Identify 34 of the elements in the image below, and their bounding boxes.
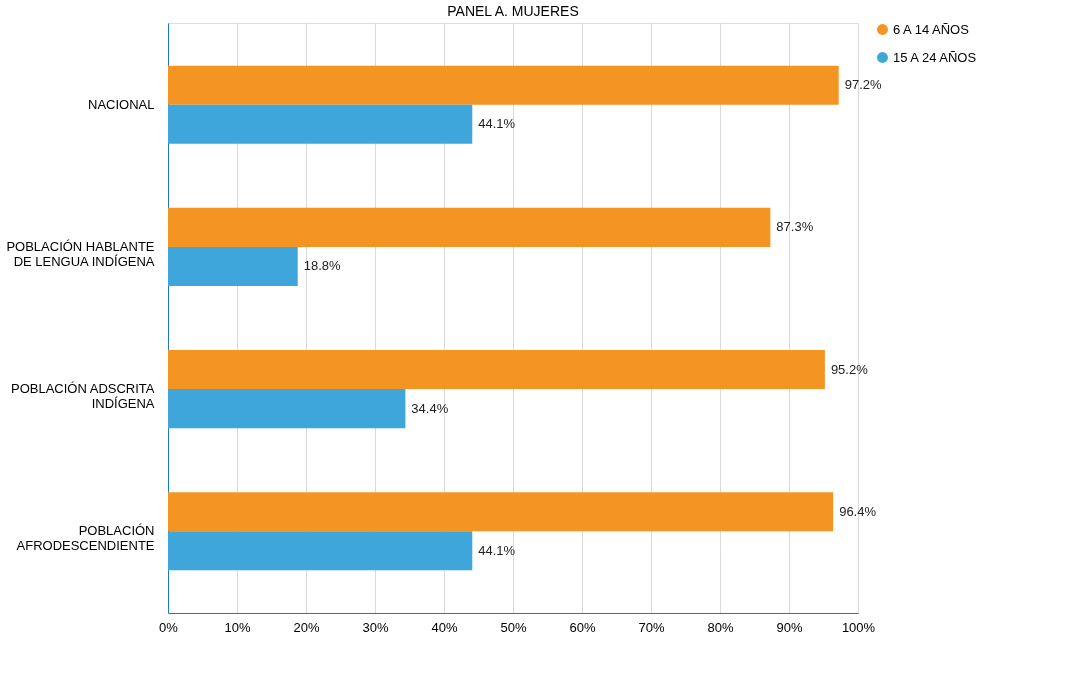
- y-tick-label: POBLACIÓN HABLANTE DE LENGUA INDÍGENA: [6, 238, 155, 269]
- x-tick-label: 50%: [500, 619, 527, 635]
- legend-label: 15 A 24 AÑOS: [893, 49, 977, 65]
- data-label: 87.3%: [776, 219, 814, 235]
- data-label: 97.2%: [844, 77, 882, 93]
- y-tick-label: NACIONAL: [88, 96, 155, 112]
- x-tick-label: 30%: [362, 619, 389, 635]
- bar: [168, 492, 834, 532]
- legend-label: 6 A 14 AÑOS: [893, 21, 970, 37]
- bar: [168, 65, 839, 105]
- x-tick-label: 10%: [224, 619, 251, 635]
- bar: [168, 246, 298, 287]
- bar: [168, 207, 771, 247]
- data-label: 96.4%: [839, 503, 877, 519]
- bar: [168, 104, 473, 144]
- data-label: 34.4%: [411, 400, 449, 416]
- data-label: 44.1%: [478, 542, 516, 558]
- data-label: 95.2%: [830, 361, 869, 377]
- bar: [168, 389, 406, 429]
- x-tick-label: 60%: [569, 619, 596, 635]
- x-tick-label: 70%: [638, 619, 665, 635]
- chart-title: PANEL A. MUJERES: [447, 3, 579, 19]
- data-label: 44.1%: [478, 116, 516, 132]
- x-tick-label: 100%: [841, 619, 876, 635]
- x-tick-label: 90%: [776, 619, 803, 635]
- x-tick-label: 80%: [707, 619, 734, 635]
- x-tick-label: 0%: [159, 619, 179, 635]
- data-label: 18.8%: [303, 258, 342, 274]
- y-tick-label: POBLACIÓN AFRODESCENDIENTE: [16, 523, 155, 554]
- bar: [168, 349, 825, 390]
- y-tick-label: POBLACIÓN ADSCRITA INDÍGENA: [10, 381, 155, 412]
- x-tick-label: 40%: [431, 619, 458, 635]
- bar: [168, 531, 473, 571]
- x-tick-label: 20%: [293, 619, 320, 635]
